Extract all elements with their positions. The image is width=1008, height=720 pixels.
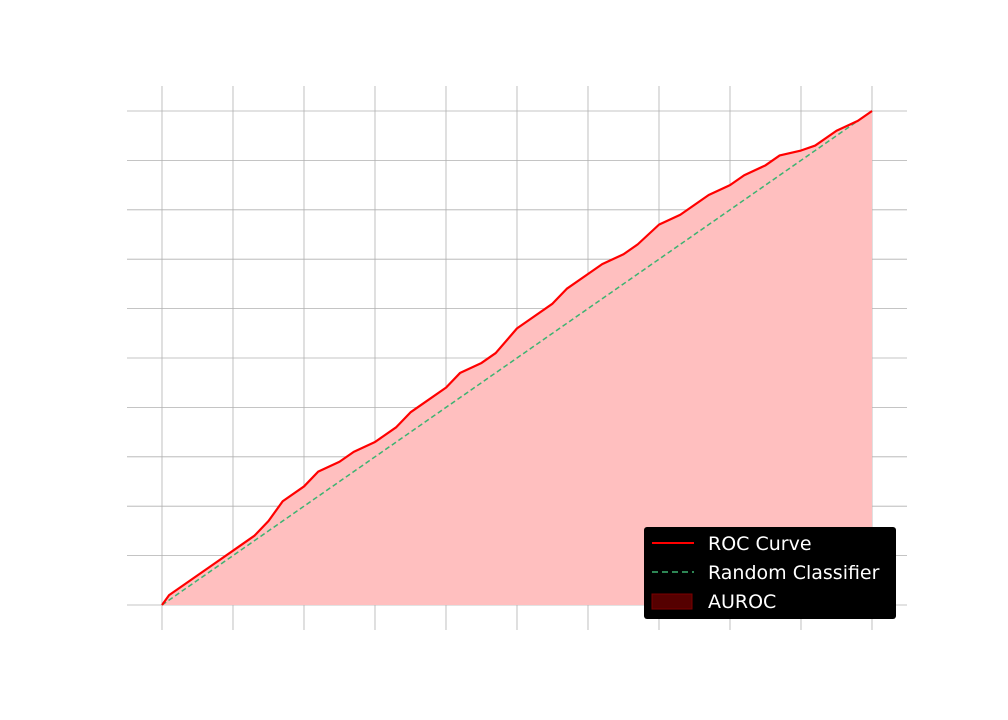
- legend-auroc-label: AUROC: [708, 591, 776, 613]
- random-classifier-line: [161, 110, 873, 606]
- legend-roc-label: ROC Curve: [708, 533, 812, 555]
- series-layer: [161, 110, 873, 606]
- legend-random-label: Random Classifier: [708, 562, 880, 584]
- legend: ROC Curve Random Classifier AUROC: [644, 527, 896, 619]
- legend-auroc-swatch: [651, 593, 693, 610]
- legend-box: [644, 527, 896, 619]
- roc-curve-line: [161, 110, 873, 606]
